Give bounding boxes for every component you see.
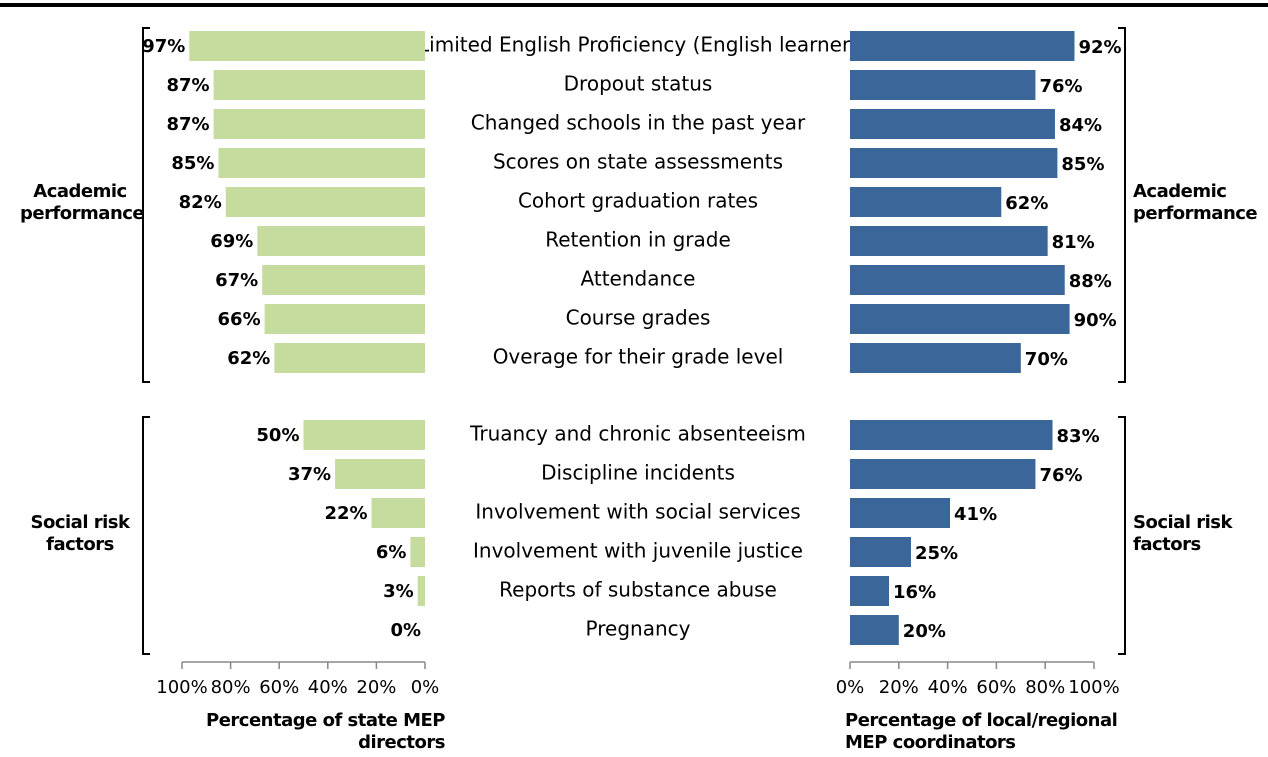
value-label: 87% [166, 75, 209, 96]
bar [225, 187, 425, 217]
value-label: 62% [1005, 193, 1048, 214]
value-label: 97% [142, 36, 185, 57]
bar [410, 537, 425, 567]
value-label: 85% [1061, 154, 1104, 175]
category-label: Limited English Proficiency (English lea… [418, 33, 858, 57]
x-tick-label: 40% [308, 677, 348, 698]
value-label: 66% [218, 309, 261, 330]
bracket-left [142, 27, 150, 383]
category-label: Dropout status [564, 72, 713, 96]
value-label: 83% [1057, 426, 1100, 447]
category-label: Retention in grade [545, 228, 731, 252]
x-tick-label: 80% [1025, 677, 1065, 698]
value-label: 3% [383, 581, 414, 602]
value-label: 76% [1039, 465, 1082, 486]
group-label-left: Social risk factors [30, 511, 130, 555]
category-label: Attendance [581, 267, 696, 291]
category-label: Involvement with social services [475, 500, 800, 524]
value-label: 67% [215, 270, 258, 291]
category-label: Cohort graduation rates [518, 189, 758, 213]
bar [335, 459, 425, 489]
bar [850, 576, 890, 606]
bar [850, 187, 1002, 217]
value-label: 37% [288, 464, 331, 485]
bar [371, 498, 425, 528]
bar [850, 537, 911, 567]
value-label: 69% [210, 231, 253, 252]
bracket-left [142, 416, 150, 655]
value-label: 6% [376, 542, 407, 563]
category-label: Reports of substance abuse [499, 578, 777, 602]
value-label: 16% [893, 582, 936, 603]
group-label-right: Academic performance [1133, 181, 1258, 224]
bracket-right [1118, 27, 1126, 383]
value-label: 62% [227, 348, 270, 369]
x-tick-label: 100% [1068, 677, 1119, 698]
value-label: 76% [1039, 76, 1082, 97]
category-label: Course grades [566, 306, 711, 330]
x-tick-label: 20% [356, 677, 396, 698]
bar [213, 109, 425, 139]
category-label: Involvement with juvenile justice [473, 539, 803, 563]
x-tick-label: 20% [879, 677, 919, 698]
bar [850, 343, 1021, 373]
group-label-left: Academic performance [20, 181, 145, 224]
category-label: Changed schools in the past year [471, 111, 806, 135]
bar [303, 420, 425, 450]
bar [257, 226, 425, 256]
bar [213, 70, 425, 100]
bar [218, 148, 425, 178]
group-label-right: Social risk factors [1133, 511, 1232, 555]
value-label: 84% [1059, 115, 1102, 136]
category-label: Scores on state assessments [493, 150, 783, 174]
x-tick-label: 60% [259, 677, 299, 698]
bar [417, 576, 425, 606]
bar [850, 615, 899, 645]
bar [262, 265, 425, 295]
value-label: 41% [954, 504, 997, 525]
x-tick-label: 80% [211, 677, 251, 698]
bar [850, 265, 1065, 295]
value-label: 20% [903, 621, 946, 642]
bar [189, 31, 425, 61]
bar [850, 70, 1036, 100]
bar [274, 343, 425, 373]
x-tick-label: 0% [836, 677, 865, 698]
bar [850, 31, 1075, 61]
value-label: 70% [1025, 349, 1068, 370]
x-tick-label: 100% [156, 677, 207, 698]
axis-title-left: Percentage of state MEP directors [206, 710, 446, 753]
value-label: 22% [324, 503, 367, 524]
value-label: 82% [179, 192, 222, 213]
bar [850, 148, 1058, 178]
axis-title-right: Percentage of local/regional MEP coordin… [845, 710, 1118, 753]
bar [850, 304, 1070, 334]
bar [850, 226, 1048, 256]
value-label: 50% [256, 425, 299, 446]
x-tick-label: 0% [411, 677, 440, 698]
category-label: Discipline incidents [541, 461, 735, 485]
bracket-right [1118, 416, 1126, 655]
bar [850, 109, 1055, 139]
value-label: 85% [171, 153, 214, 174]
value-label: 90% [1074, 310, 1117, 331]
bar [850, 420, 1053, 450]
value-label: 92% [1078, 37, 1121, 58]
category-label: Truancy and chronic absenteeism [469, 422, 806, 446]
category-label: Pregnancy [586, 617, 691, 641]
value-label: 0% [390, 620, 421, 641]
category-label: Overage for their grade level [493, 345, 784, 369]
bar [850, 498, 951, 528]
bar [264, 304, 425, 334]
value-label: 88% [1069, 271, 1112, 292]
x-tick-label: 60% [976, 677, 1016, 698]
x-tick-label: 40% [928, 677, 968, 698]
bar [850, 459, 1036, 489]
value-label: 87% [166, 114, 209, 135]
value-label: 81% [1052, 232, 1095, 253]
value-label: 25% [915, 543, 958, 564]
